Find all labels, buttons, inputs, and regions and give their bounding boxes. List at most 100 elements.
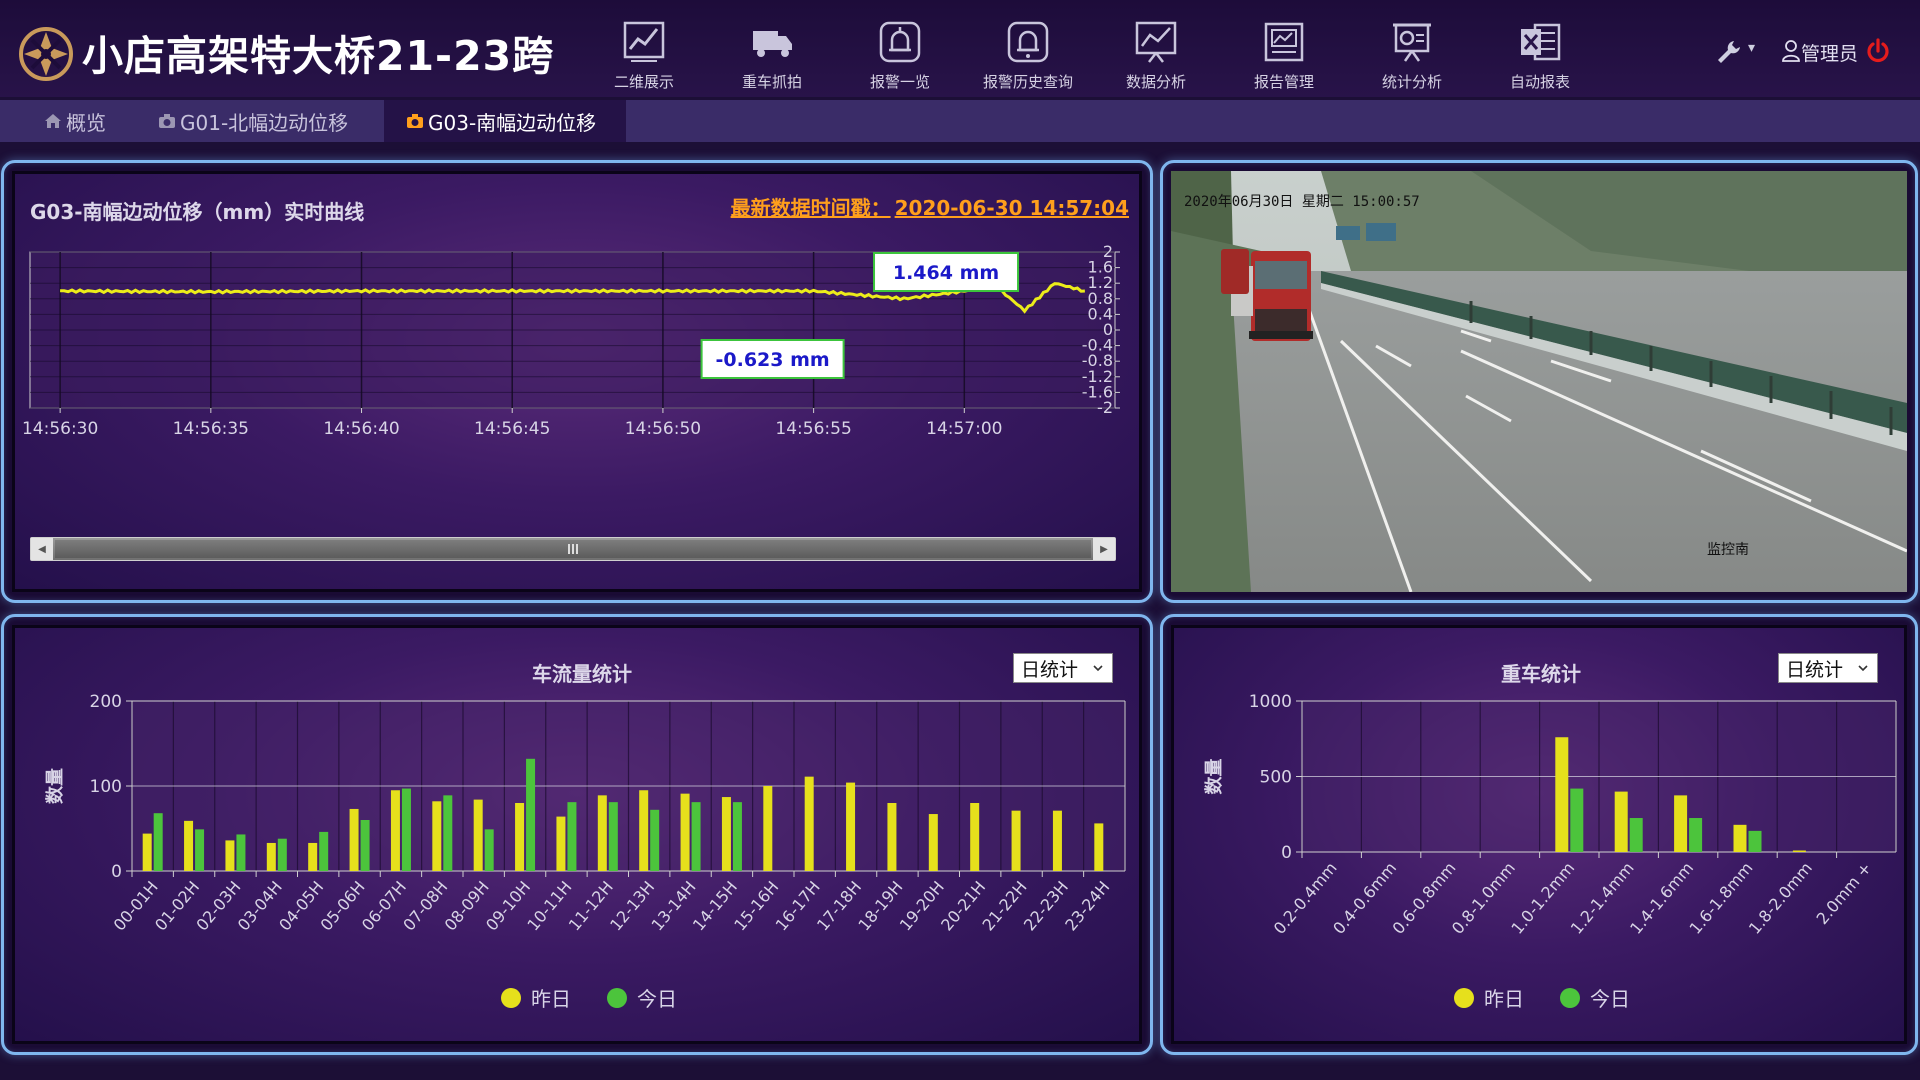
legend-dot-icon (1560, 987, 1580, 1008)
y-tick-label: -0.8 (1082, 351, 1113, 370)
x-tick-label: 14:56:35 (173, 419, 249, 439)
y-tick-label: 0 (111, 862, 122, 882)
bar-yesterday (846, 782, 856, 871)
tab-overview[interactable]: 概览 (22, 100, 130, 142)
wrench-icon[interactable] (1715, 38, 1743, 66)
nav-2d-display[interactable]: 二维展示 (580, 14, 708, 94)
user-name[interactable]: 管理员 (1801, 43, 1859, 65)
bar-today (1629, 818, 1643, 852)
latest-timestamp-value: 2020-06-30 14:57:04 (894, 196, 1129, 220)
bar-today (195, 829, 205, 871)
y-axis-label: 数量 (44, 768, 66, 804)
nav-truck-capture[interactable]: 重车抓拍 (708, 14, 836, 94)
y-tick-label: 0 (1103, 320, 1113, 339)
y-tick-label: 0.4 (1088, 304, 1113, 323)
heavy-period-value: 日统计 (1786, 658, 1844, 681)
bridge-logo-icon (19, 27, 73, 81)
bar-yesterday (473, 799, 483, 871)
heavy-bar-chart[interactable]: 05001000数量0.2-0.4mm0.4-0.6mm0.6-0.8mm0.8… (1174, 673, 1907, 963)
bar-today (484, 829, 494, 871)
bar-yesterday (308, 842, 318, 871)
tab-g03-south[interactable]: G03-南幅边动位移 (384, 100, 626, 142)
chevron-down-icon[interactable]: ▾ (1748, 40, 1756, 56)
bar-yesterday (804, 776, 814, 871)
bar-today (1748, 830, 1762, 852)
nav-label: 重车抓拍 (741, 73, 802, 91)
realtime-panel: G03-南幅边动位移（mm）实时曲线 最新数据时间戳： 2020-06-30 14… (1, 160, 1153, 603)
heavy-panel-body: 重车统计 日统计 0 500 1000 数量 0.2-0.4mm 0.4-0.6mm 0.6… (1171, 625, 1907, 1044)
truck-icon (753, 31, 792, 57)
tab-label: G03-南幅边动位移 (428, 110, 597, 135)
realtime-line-chart[interactable]: 21.61.20.80.40-0.4-0.8-1.2-1.6-2 14:56:30… (15, 244, 1141, 504)
legend-today[interactable]: 今日 (607, 983, 677, 1012)
bar-yesterday (390, 790, 400, 871)
traffic-panel: 车流量统计 日统计 0 100 200 数量 00-01H 01-02H 02-03H 03-… (1, 614, 1153, 1055)
traffic-period-value: 日统计 (1021, 658, 1079, 681)
tab-g01-north[interactable]: G01-北幅边动位移 (136, 100, 372, 142)
nav-data-analysis[interactable]: 数据分析 (1092, 14, 1220, 94)
traffic-bar-chart[interactable]: 0100200数量00-01H01-02H02-03H03-04H04-05H0… (15, 673, 1141, 963)
tab-label: G01-北幅边动位移 (180, 110, 349, 135)
heavy-title: 重车统计 (1501, 662, 1581, 686)
x-tick-label: 14:56:30 (22, 419, 98, 439)
y-tick-label: -2 (1097, 398, 1113, 417)
grip-icon (568, 544, 578, 554)
legend-label: 昨日 (531, 987, 571, 1011)
camera-location-label: 监控南 (1707, 542, 1749, 558)
bar-today (608, 802, 618, 871)
y-tick-label: -0.4 (1082, 336, 1113, 355)
bar-yesterday (763, 786, 773, 871)
statistics-board-icon (1393, 23, 1431, 62)
heavy-period-select[interactable]: 日统计 (1778, 653, 1878, 683)
x-tick-label: 14:57:00 (926, 419, 1002, 439)
scrollbar-thumb[interactable] (55, 540, 1091, 558)
bar-today (360, 820, 370, 871)
x-tick-label: 14:56:45 (474, 419, 550, 439)
realtime-title: G03-南幅边动位移（mm）实时曲线 (30, 200, 365, 224)
annotation-label: -0.623 mm (716, 349, 830, 371)
home-icon (45, 114, 61, 128)
scroll-right-arrow-icon[interactable]: ▶ (1093, 538, 1115, 560)
bar-yesterday (680, 793, 690, 871)
legend-yesterday[interactable]: 昨日 (501, 983, 571, 1012)
road-camera-scene (1171, 171, 1907, 592)
legend-dot-icon (1454, 987, 1474, 1008)
bar-yesterday (349, 808, 359, 871)
legend-yesterday[interactable]: 昨日 (1454, 983, 1524, 1012)
y-tick-label: 500 (1260, 768, 1292, 788)
nav-statistics[interactable]: 统计分析 (1348, 14, 1476, 94)
y-tick-label: -1.6 (1082, 382, 1113, 401)
legend-dot-icon (607, 987, 627, 1008)
bar-today (732, 802, 742, 871)
y-tick-label: 0 (1281, 843, 1292, 863)
nav-auto-report[interactable]: 自动报表 (1476, 14, 1604, 94)
scroll-left-arrow-icon[interactable]: ◀ (31, 538, 53, 560)
bar-yesterday (1733, 824, 1747, 852)
y-axis-label: 数量 (1203, 759, 1225, 795)
bar-yesterday (1614, 791, 1628, 852)
camera-panel: 2020年06月30日 星期二 15:00:57 监控南 (1160, 160, 1918, 603)
chart-scrollbar[interactable]: ◀ ▶ (30, 537, 1116, 561)
latest-timestamp[interactable]: 最新数据时间戳： 2020-06-30 14:57:04 (731, 192, 1129, 221)
y-tick-label: 1.2 (1088, 273, 1113, 292)
nav-label: 自动报表 (1509, 73, 1570, 91)
bar-yesterday (970, 803, 980, 871)
bar-yesterday (721, 797, 731, 871)
nav-alarm-overview[interactable]: 报警一览 (836, 14, 964, 94)
legend-today[interactable]: 今日 (1560, 983, 1630, 1012)
alarm-bell-icon (879, 21, 921, 63)
nav-report-management[interactable]: 报告管理 (1220, 14, 1348, 94)
bar-today (1689, 818, 1703, 852)
analysis-chart-icon (1135, 21, 1177, 63)
line-chart-icon (623, 21, 665, 62)
tab-label: 概览 (66, 110, 106, 135)
bar-today (526, 758, 536, 871)
nav-alarm-history[interactable]: 报警历史查询 (964, 14, 1092, 94)
legend-label: 今日 (637, 987, 677, 1011)
traffic-period-select[interactable]: 日统计 (1013, 653, 1113, 683)
y-tick-label: 100 (90, 777, 122, 797)
camera-feed[interactable]: 2020年06月30日 星期二 15:00:57 监控南 (1171, 171, 1907, 592)
power-icon[interactable] (1865, 38, 1891, 64)
legend-dot-icon (501, 987, 521, 1008)
nav-label: 报警一览 (869, 73, 930, 91)
